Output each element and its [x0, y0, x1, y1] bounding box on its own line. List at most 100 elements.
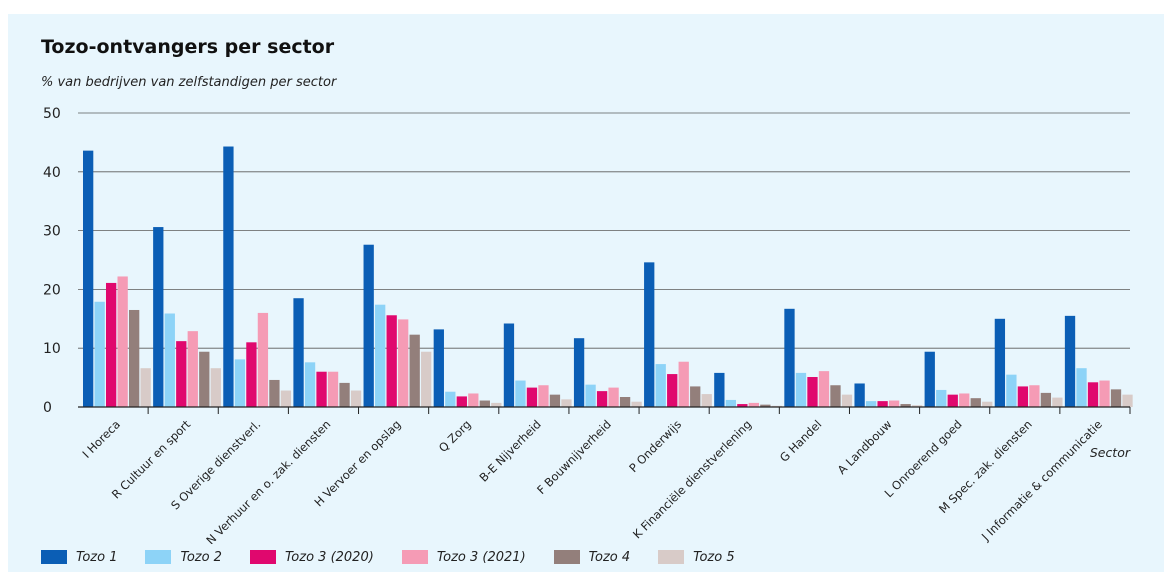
- bar-4-5: [398, 319, 409, 407]
- bar-5-10: [760, 404, 771, 407]
- y-tick-label: 50: [43, 106, 61, 122]
- bar-2-4: [304, 362, 316, 407]
- x-tick-label: Q Zorg: [436, 417, 474, 455]
- bar-3-10: [737, 404, 748, 407]
- legend-item: Tozo 1: [41, 550, 117, 565]
- bar-5-5: [409, 334, 420, 407]
- legend-item: Tozo 3 (2021): [401, 549, 526, 565]
- bar-4-13: [959, 393, 970, 407]
- y-tick-label: 40: [43, 165, 61, 181]
- bar-6-14: [1052, 397, 1063, 407]
- bar-5-11: [830, 385, 841, 407]
- bar-3-6: [456, 396, 467, 407]
- bar-6-4: [350, 390, 362, 407]
- bar-1-11: [784, 308, 795, 407]
- bar-5-1: [129, 309, 140, 407]
- bar-3-5: [386, 315, 397, 407]
- bar-1-15: [1064, 315, 1076, 407]
- bar-5-9: [690, 386, 701, 407]
- bar-4-6: [468, 393, 479, 407]
- legend-label: Tozo 2: [180, 549, 222, 565]
- bar-1-1: [83, 150, 94, 407]
- bar-1-12: [854, 383, 865, 407]
- bar-1-10: [714, 372, 725, 407]
- x-tick-label: A Landbouw: [835, 417, 895, 477]
- bar-5-7: [549, 394, 561, 407]
- bar-1-7: [503, 323, 515, 407]
- legend-swatch: [145, 550, 172, 564]
- bar-2-9: [655, 364, 666, 407]
- bar-2-6: [445, 391, 456, 407]
- bar-3-8: [596, 391, 608, 407]
- y-tick-label: 10: [43, 341, 61, 357]
- x-tick-label: K Financiële dienstverlening: [630, 417, 754, 541]
- legend-label: Tozo 3 (2021): [436, 549, 526, 565]
- bar-5-3: [269, 379, 280, 407]
- bar-3-9: [667, 374, 678, 407]
- bar-5-2: [199, 351, 210, 407]
- x-tick-label: L Onroerend goed: [882, 417, 965, 500]
- bar-4-4: [327, 371, 339, 407]
- bar-6-13: [982, 401, 993, 407]
- legend-item: Tozo 3 (2020): [249, 549, 374, 565]
- bar-6-6: [491, 402, 502, 407]
- bar-6-15: [1122, 394, 1133, 407]
- bar-2-2: [164, 313, 175, 407]
- x-tick-label: P Onderwijs: [626, 417, 684, 475]
- x-tick-label: I Horeca: [79, 417, 123, 461]
- bar-3-14: [1017, 386, 1029, 407]
- legend-label: Tozo 4: [588, 549, 631, 565]
- bar-3-2: [176, 341, 187, 407]
- y-tick-label: 30: [43, 224, 61, 240]
- bar-5-4: [339, 382, 350, 407]
- x-tick-label: G Handel: [777, 417, 824, 464]
- legend-swatch: [658, 550, 685, 564]
- y-tick-label: 20: [43, 282, 61, 298]
- bar-5-8: [619, 397, 631, 407]
- bar-6-8: [631, 401, 642, 407]
- x-tick-label: B-E Nijverheid: [476, 417, 543, 484]
- bar-1-8: [573, 338, 585, 407]
- bar-4-1: [117, 276, 128, 407]
- bar-6-2: [210, 368, 221, 407]
- bar-5-15: [1110, 389, 1122, 407]
- bar-6-12: [911, 405, 923, 407]
- bar-3-11: [807, 377, 818, 407]
- bars: [83, 146, 1133, 408]
- legend-label: Tozo 3 (2020): [284, 549, 374, 565]
- legend-swatch: [553, 550, 580, 564]
- bar-1-3: [223, 146, 234, 408]
- bar-3-3: [246, 342, 257, 407]
- legend-item: Tozo 5: [658, 550, 735, 565]
- bar-5-6: [479, 400, 490, 407]
- bar-4-3: [257, 312, 269, 407]
- bar-4-14: [1029, 385, 1040, 407]
- gridlines: [78, 112, 1130, 349]
- bar-4-11: [818, 371, 830, 407]
- bar-6-1: [140, 368, 151, 407]
- bar-4-9: [678, 361, 689, 407]
- legend-swatch: [41, 550, 67, 564]
- bar-2-15: [1076, 368, 1087, 407]
- bar-2-5: [375, 304, 386, 407]
- bar-3-13: [947, 394, 958, 407]
- bar-2-14: [1006, 374, 1017, 407]
- bar-3-12: [877, 401, 888, 407]
- bar-2-11: [795, 372, 807, 407]
- bar-5-14: [1040, 392, 1052, 407]
- bar-6-11: [841, 394, 853, 407]
- bar-3-4: [316, 371, 327, 407]
- bar-2-1: [94, 301, 105, 407]
- bar-2-13: [936, 389, 947, 407]
- legend-swatch: [401, 550, 428, 564]
- legend: Tozo 1 Tozo 2 Tozo 3 (2020) Tozo 3 (2021) To…: [41, 547, 763, 567]
- chart-title: Tozo-ontvangers per sector: [41, 36, 335, 58]
- x-tick-label: F Bouwnijverheid: [534, 417, 614, 497]
- bar-1-6: [433, 329, 444, 407]
- bar-2-7: [515, 380, 526, 407]
- bar-1-5: [363, 244, 374, 407]
- bar-6-5: [421, 351, 432, 407]
- bar-2-10: [725, 399, 736, 407]
- bar-4-12: [888, 400, 900, 407]
